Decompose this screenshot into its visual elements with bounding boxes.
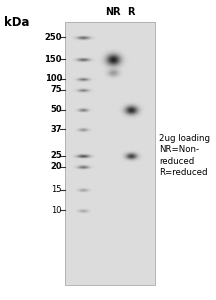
Text: NR: NR — [105, 7, 121, 17]
Bar — [65, 22, 155, 285]
Text: 20: 20 — [50, 162, 62, 171]
Text: R: R — [127, 7, 135, 17]
Text: 37: 37 — [51, 125, 62, 134]
Text: 2ug loading
NR=Non-
reduced
R=reduced: 2ug loading NR=Non- reduced R=reduced — [159, 134, 210, 177]
Text: 250: 250 — [44, 33, 62, 42]
Text: 25: 25 — [50, 151, 62, 160]
Text: 50: 50 — [50, 105, 62, 114]
Text: 15: 15 — [51, 185, 62, 194]
Text: kDa: kDa — [4, 16, 30, 29]
Text: 75: 75 — [50, 85, 62, 94]
Text: 100: 100 — [45, 74, 62, 83]
Text: 150: 150 — [44, 55, 62, 64]
Text: 10: 10 — [51, 206, 62, 215]
